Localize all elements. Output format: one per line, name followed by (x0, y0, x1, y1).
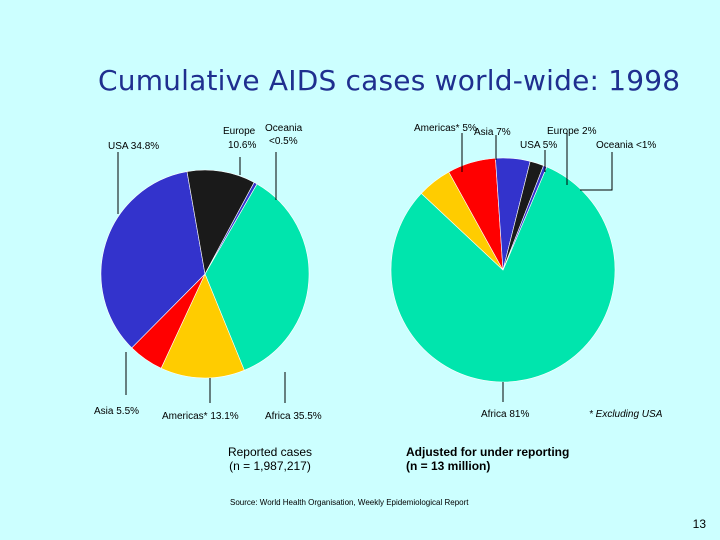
label-americas-adjusted: Americas* 5% (414, 123, 477, 134)
pie-slice-usa-reported (100, 171, 206, 349)
label-usa-reported: USA 34.8% (108, 141, 159, 152)
label-oceania-adjusted: Oceania <1% (596, 140, 656, 151)
pie-slice-africa-reported (204, 183, 310, 371)
label-oceania-reported-name: Oceania (265, 123, 303, 134)
page-number: 13 (692, 517, 706, 531)
label-europe-reported-value: 10.6% (228, 140, 256, 151)
label-oceania-reported-value: <0.5% (269, 136, 298, 147)
leader-oceania-adjusted (580, 152, 613, 191)
pie-slice-oceania-reported (204, 181, 258, 275)
label-europe-reported-name: Europe (223, 126, 256, 137)
label-africa-reported: Africa 35.5% (265, 411, 322, 422)
label-africa-adjusted: Africa 81% (481, 409, 529, 420)
pie-slice-americas-reported (160, 273, 245, 379)
pie-slice-africa-adjusted (390, 166, 616, 383)
leader-lines-adjusted (461, 133, 613, 402)
label-asia-reported: Asia 5.5% (94, 406, 139, 417)
label-europe-adjusted: Europe 2% (547, 126, 597, 137)
footnote-excluding-usa: * Excluding USA (589, 409, 663, 420)
reported-cases-pie (100, 169, 310, 379)
adjusted-cases-pie (390, 157, 616, 383)
leader-lines-reported (117, 152, 286, 403)
caption-adjusted: Adjusted for under reporting (n = 13 mil… (406, 445, 569, 473)
label-asia-adjusted: Asia 7% (474, 127, 511, 138)
source-note: Source: World Health Organisation, Weekl… (230, 498, 469, 507)
caption-adjusted-title: Adjusted for under reporting (406, 445, 570, 459)
label-americas-reported: Americas* 13.1% (162, 411, 239, 422)
caption-reported: Reported cases (n = 1,987,217) (205, 445, 335, 473)
slide-title: Cumulative AIDS cases world-wide: 1998 (98, 64, 681, 97)
caption-reported-count: (n = 1,987,217) (229, 459, 311, 473)
caption-adjusted-count: (n = 13 million) (406, 459, 491, 473)
caption-reported-title: Reported cases (227, 445, 313, 459)
label-usa-adjusted: USA 5% (520, 140, 557, 151)
pie-slice-europe-reported (186, 169, 255, 275)
